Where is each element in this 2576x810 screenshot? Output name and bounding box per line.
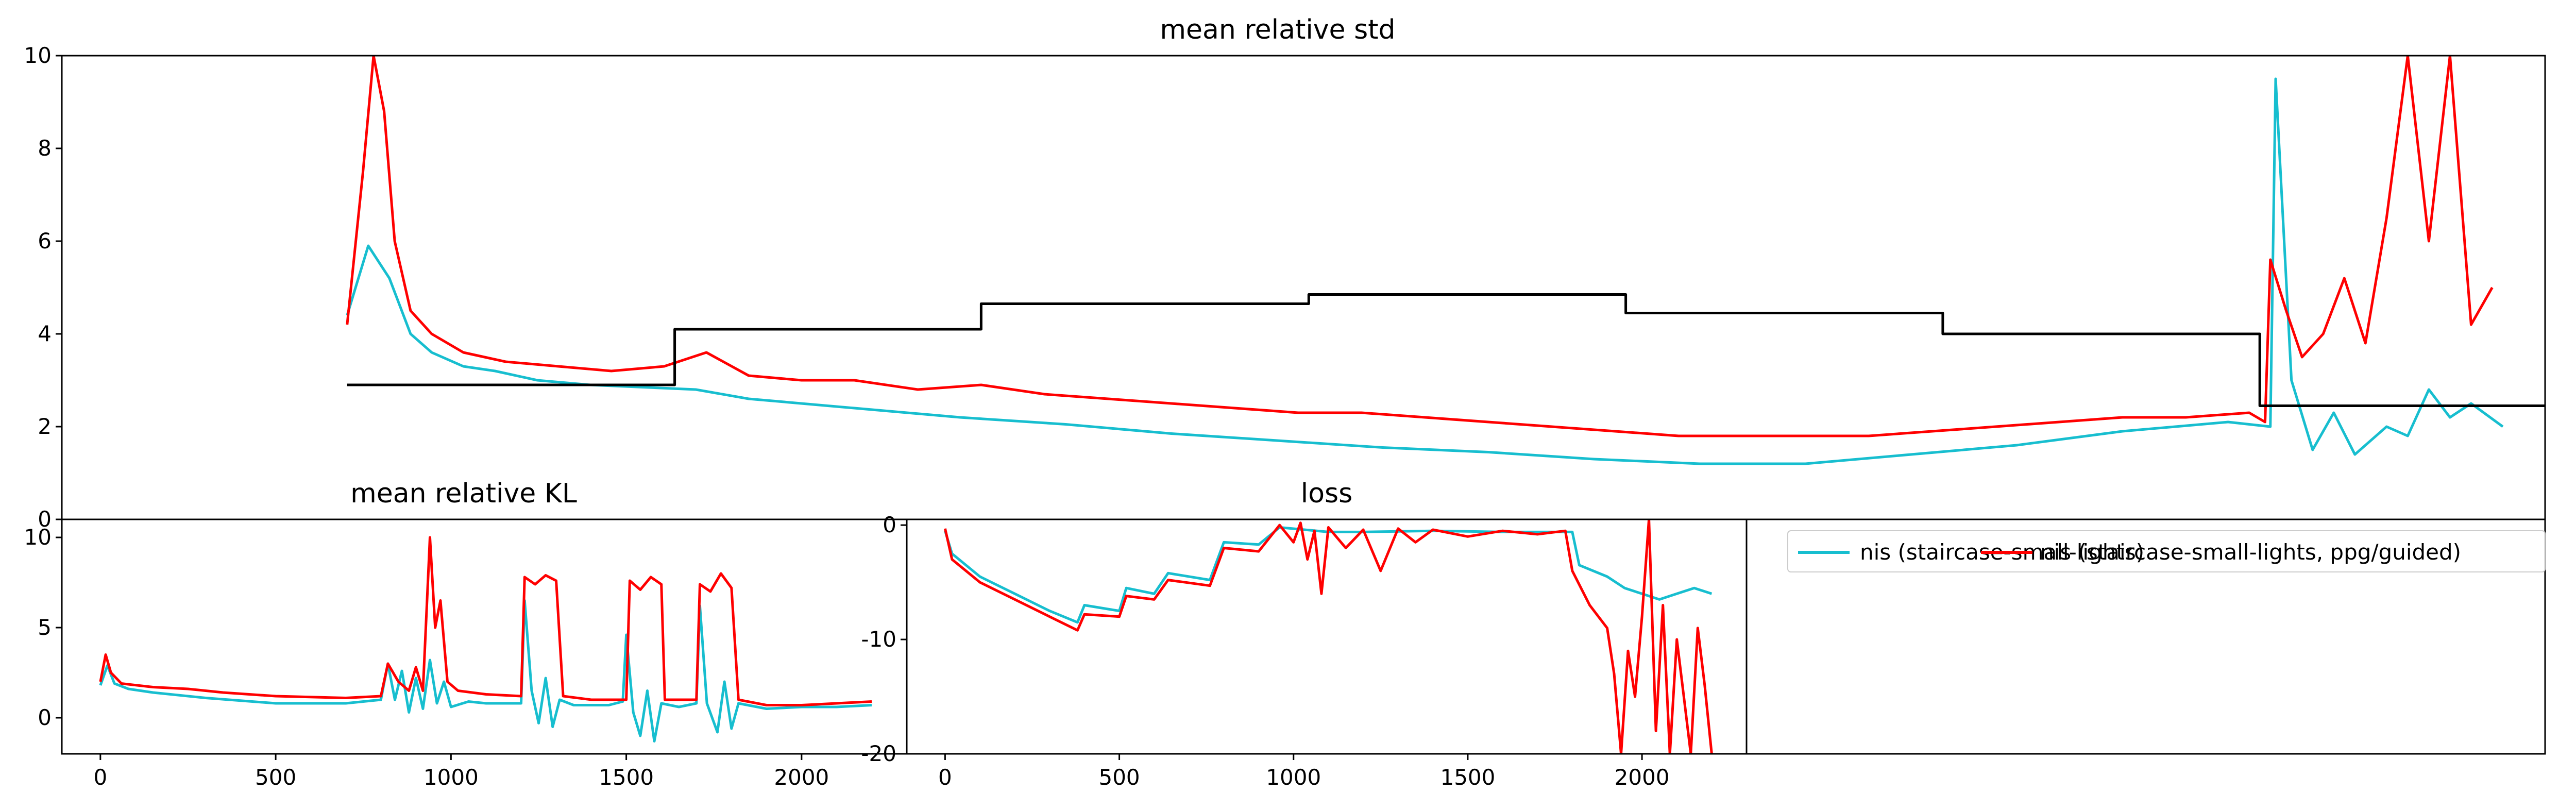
kl-ytick-label: 0: [38, 705, 52, 730]
kl-xtick-label: 500: [255, 765, 296, 790]
legend-label-ppg: nis (staircase-small-lights, ppg/guided): [2040, 539, 2461, 565]
std-ytick-label: 4: [38, 321, 52, 346]
loss-xtick-label: 0: [938, 765, 952, 790]
legend-panel: nis (staircase-small-lights) nis (stairc…: [1745, 518, 2546, 755]
std-plot-area: [346, 56, 2545, 465]
loss-xtick-label: 500: [1098, 765, 1140, 790]
kl-frame: [61, 518, 908, 755]
std-title: mean relative std: [1160, 14, 1395, 45]
kl-xtick-label: 1500: [599, 765, 654, 790]
std-series-group: [346, 56, 2545, 465]
kl-series-ppg-line: [99, 536, 872, 706]
std-panel: mean relative std 0 2 4 6 8 10: [24, 14, 2546, 532]
std-ytick-label: 6: [38, 228, 52, 254]
legend-frame: [1745, 518, 2546, 755]
loss-series-group: [943, 519, 1713, 754]
std-y-ticks: 0 2 4 6 8 10: [24, 43, 62, 532]
loss-series-nis-line: [944, 526, 1713, 624]
kl-ytick-label: 5: [38, 615, 52, 640]
loss-xtick-label: 1000: [1266, 765, 1321, 790]
kl-series-nis-line: [99, 599, 872, 742]
kl-xtick-label: 2000: [774, 765, 829, 790]
loss-series-ppg-line: [943, 519, 1713, 754]
kl-xtick-label: 1000: [423, 765, 479, 790]
std-ytick-label: 10: [24, 43, 52, 68]
kl-xtick-label: 0: [93, 765, 107, 790]
loss-xtick-label: 1500: [1440, 765, 1495, 790]
loss-ytick-label: -10: [861, 627, 896, 652]
kl-ytick-label: 10: [24, 525, 52, 550]
loss-xtick-label: 2000: [1615, 765, 1670, 790]
std-series-nis-line: [346, 77, 2504, 465]
loss-x-ticks: 0 500 1000 1500 2000: [938, 754, 1670, 790]
loss-y-ticks: 0 -10 -20: [861, 512, 907, 766]
loss-plot-area: [943, 519, 1713, 754]
std-series-ppg-line: [346, 56, 2494, 437]
std-ytick-label: 2: [38, 414, 52, 439]
std-series-step-line: [347, 293, 2545, 407]
kl-series-group: [99, 536, 872, 742]
kl-plot-area: [99, 536, 872, 742]
kl-y-ticks: 0 5 10: [24, 525, 62, 730]
loss-panel: loss 0 -10 -20 0 500 1000 1500 2000: [861, 478, 1748, 790]
loss-ytick-label: 0: [883, 512, 896, 537]
loss-title: loss: [1301, 478, 1352, 509]
legend-box: [1787, 530, 2546, 572]
kl-x-ticks: 0 500 1000 1500 2000: [93, 754, 829, 790]
std-ytick-label: 0: [38, 507, 52, 532]
kl-title: mean relative KL: [350, 478, 577, 509]
kl-panel: mean relative KL 0 5 10 0 500 1000 1500 2000: [24, 478, 908, 790]
std-frame: [61, 55, 2546, 520]
loss-ytick-label: -20: [861, 741, 896, 766]
std-ytick-label: 8: [38, 136, 52, 161]
